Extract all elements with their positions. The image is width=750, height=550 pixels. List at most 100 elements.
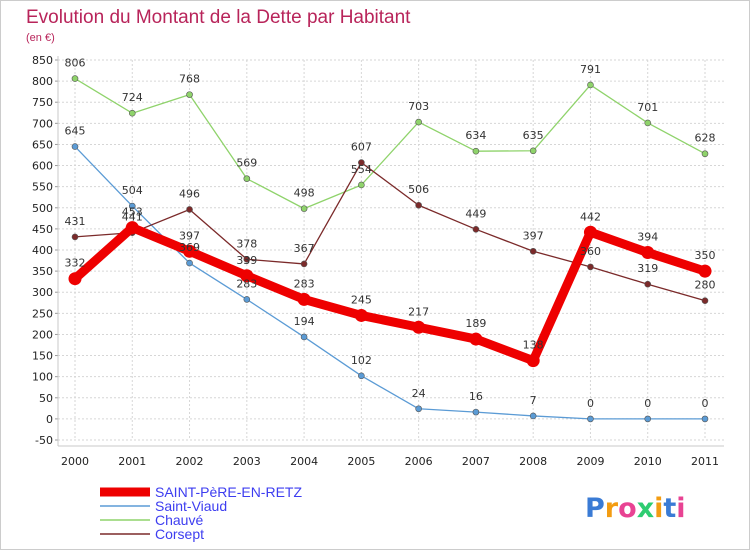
data-point-2: [300, 205, 308, 212]
data-label-2: 628: [695, 132, 716, 145]
data-label-3: 280: [695, 279, 716, 292]
data-label-1: 102: [351, 354, 372, 367]
y-tick-label: 250: [32, 307, 53, 320]
data-label-0: 339: [236, 254, 257, 267]
data-label-2: 498: [294, 187, 315, 200]
data-label-0: 332: [65, 257, 86, 270]
series-line-1: [74, 145, 706, 420]
data-point-1: [300, 333, 308, 341]
data-label-1: 0: [587, 397, 594, 410]
axes: -50 0 50 100 150 200 250 300 350 400 450 500 550 600 6…: [32, 54, 724, 468]
data-point-0: [583, 225, 597, 239]
data-label-1: 16: [469, 390, 483, 403]
data-label-2: 701: [637, 101, 658, 114]
series-line-2: [74, 77, 706, 210]
y-tick-label: 850: [32, 54, 53, 67]
data-point-3: [472, 226, 480, 233]
data-point-1: [415, 405, 422, 413]
data-point-1: [472, 408, 480, 416]
data-point-0: [698, 264, 712, 278]
data-label-1: 194: [294, 315, 315, 328]
y-tick-label: 100: [32, 371, 53, 384]
data-point-3: [358, 159, 365, 166]
data-labels: 645 504 369 283 194 102 24 16 7 0 0 0 806 724 768 569 49…: [65, 57, 716, 410]
data-point-3: [644, 280, 652, 288]
data-label-3: 441: [122, 211, 143, 224]
data-label-3: 319: [637, 262, 658, 275]
data-label-2: 724: [122, 91, 143, 104]
data-point-3: [71, 233, 79, 241]
data-point-0: [469, 332, 483, 346]
x-tick-label: 2001: [118, 455, 146, 468]
legend-label-1: Saint-Viaud: [155, 498, 227, 514]
data-point-1: [644, 415, 652, 423]
data-label-0: 442: [580, 210, 601, 223]
data-point-3: [701, 297, 709, 304]
data-point-1: [186, 259, 193, 267]
data-point-1: [128, 202, 136, 210]
data-point-2: [472, 147, 480, 155]
data-point-0: [641, 246, 655, 260]
data-point-2: [701, 150, 709, 158]
x-tick-label: 2009: [576, 455, 604, 468]
data-label-0: 283: [294, 277, 315, 290]
data-label-0: 453: [122, 206, 143, 219]
data-label-1: 645: [65, 125, 86, 138]
data-label-1: 283: [236, 277, 257, 290]
data-point-2: [71, 75, 79, 82]
y-tick-label: 400: [32, 244, 53, 257]
y-tick-label: 300: [32, 286, 53, 299]
y-tick-label: 200: [32, 328, 53, 341]
data-point-3: [529, 247, 537, 255]
y-tick-label: 750: [32, 96, 53, 109]
x-tick-label: 2006: [405, 455, 433, 468]
data-label-1: 0: [702, 397, 709, 410]
data-label-2: 806: [65, 57, 86, 70]
data-point-3: [186, 206, 193, 213]
data-point-0: [68, 272, 82, 286]
x-tick-label: 2004: [290, 455, 318, 468]
legend-label-0: SAINT-PèRE-EN-RETZ: [155, 484, 302, 500]
data-point-0: [297, 292, 311, 306]
x-tick-label: 2002: [176, 455, 204, 468]
y-tick-label: 150: [32, 350, 53, 363]
data-label-3: 449: [465, 207, 486, 220]
data-label-0: 138: [523, 339, 544, 352]
y-tick-label: 800: [32, 75, 53, 88]
data-label-0: 397: [179, 229, 200, 242]
data-label-3: 431: [65, 215, 86, 228]
data-label-1: 7: [530, 394, 537, 407]
data-label-3: 397: [523, 229, 544, 242]
data-point-1: [529, 412, 537, 420]
chart-title: Evolution du Montant de la Dette par Hab…: [26, 7, 411, 28]
data-label-3: 367: [294, 242, 315, 255]
data-point-0: [526, 354, 540, 368]
y-tick-label: 0: [46, 413, 53, 426]
y-tick-label: 550: [32, 181, 53, 194]
series: [68, 75, 712, 423]
data-label-1: 0: [644, 397, 651, 410]
data-label-0: 394: [637, 231, 658, 244]
x-tick-label: 2010: [634, 455, 662, 468]
data-label-3: 607: [351, 141, 372, 154]
data-point-0: [183, 244, 197, 258]
data-label-2: 791: [580, 63, 601, 76]
data-point-2: [186, 91, 193, 98]
data-point-1: [358, 372, 365, 380]
data-label-1: 504: [122, 184, 143, 197]
x-tick-label: 2007: [462, 455, 490, 468]
data-label-2: 703: [408, 100, 429, 113]
data-label-2: 634: [465, 129, 486, 142]
series-line-3: [74, 161, 706, 302]
data-label-2: 635: [523, 129, 544, 142]
data-point-1: [243, 296, 251, 303]
data-point-2: [415, 118, 422, 126]
y-tick-label: 50: [39, 392, 53, 405]
data-point-3: [415, 201, 422, 209]
data-label-0: 217: [408, 305, 429, 318]
data-label-2: 768: [179, 73, 200, 86]
data-point-1: [71, 143, 79, 150]
proxiti-logo: Proxiti: [585, 493, 686, 524]
